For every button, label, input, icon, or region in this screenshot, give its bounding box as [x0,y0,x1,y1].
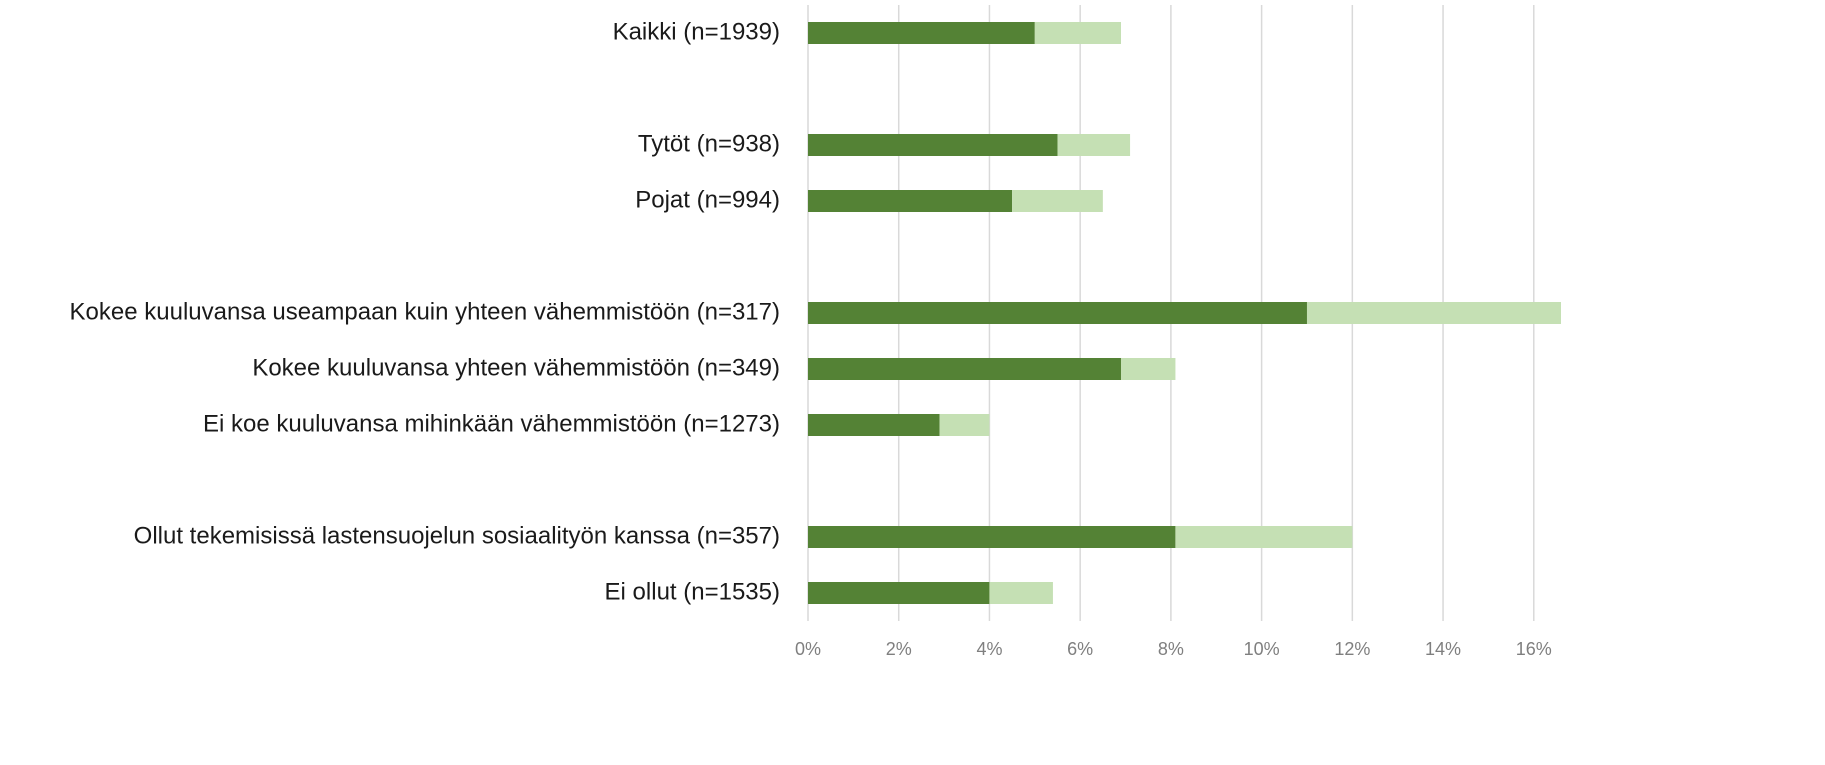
bar-segment [808,302,1307,324]
bar-segment [808,526,1176,548]
x-tick-label: 4% [976,639,1002,659]
bar-segment [808,414,940,436]
y-tick-label: Tytöt (n=938) [638,130,780,157]
bar-segment [1306,302,1561,324]
bar-segment [1012,190,1103,212]
y-tick-label: Ollut tekemisissä lastensuojelun sosiaal… [134,522,780,549]
bar-segment [808,358,1121,380]
bar-segment [808,190,1013,212]
y-tick-label: Pojat (n=994) [635,186,780,213]
bar-segment [1034,22,1121,44]
bar-segment [1057,134,1131,156]
x-tick-label: 0% [795,639,821,659]
y-tick-label: Kokee kuuluvansa yhteen vähemmistöön (n=… [252,354,780,381]
bar-segment [939,414,990,436]
y-tick-label: Ei koe kuuluvansa mihinkään vähemmistöön… [203,410,780,437]
y-tick-label: Kokee kuuluvansa useampaan kuin yhteen v… [70,298,780,325]
x-tick-label: 10% [1244,639,1280,659]
x-tick-label: 6% [1067,639,1093,659]
x-tick-label: 2% [886,639,912,659]
y-tick-label: Ei ollut (n=1535) [605,578,780,605]
x-tick-label: 12% [1334,639,1370,659]
bar-segment [808,582,990,604]
y-tick-label: Kaikki (n=1939) [613,18,780,45]
bar-segment [989,582,1053,604]
x-tick-label: 8% [1158,639,1184,659]
bar-segment [1120,358,1176,380]
bar-segment [1175,526,1353,548]
x-tick-label: 16% [1516,639,1552,659]
x-tick-label: 14% [1425,639,1461,659]
bar-segment [808,134,1058,156]
bar-segment [808,22,1035,44]
